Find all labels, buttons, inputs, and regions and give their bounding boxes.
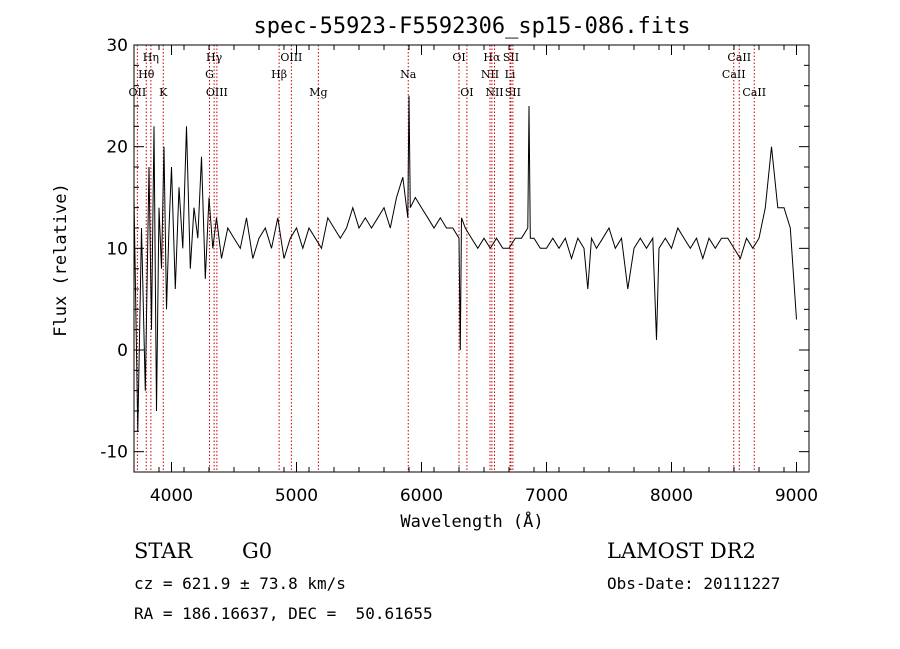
x-tick-label: 5000 [275, 486, 318, 506]
line-marker-label: Hη [143, 51, 159, 64]
line-marker-label: Mg [309, 86, 327, 99]
plot-frame [133, 44, 810, 473]
x-tick-label: 4000 [150, 486, 193, 506]
survey-name: LAMOST DR2 [607, 539, 756, 563]
observation-date: Obs-Date: 20111227 [607, 574, 781, 593]
y-tick-label: 30 [106, 36, 128, 56]
line-marker-label: NII [481, 68, 499, 81]
y-tick-label: 20 [106, 138, 128, 158]
line-marker-label: SII [503, 51, 519, 64]
y-tick-label: -10 [100, 443, 128, 463]
x-tick-label: 9000 [775, 486, 818, 506]
line-marker-label: CaII [742, 86, 766, 99]
y-axis-label: Flux (relative) [51, 183, 71, 337]
line-marker-label: Hα [483, 51, 501, 64]
line-marker-label: OII [129, 86, 147, 99]
x-tick-label: 8000 [650, 486, 693, 506]
line-marker-label: CaII [722, 68, 746, 81]
coordinates: RA = 186.16637, DEC = 50.61655 [134, 604, 433, 623]
line-marker-label: OI [460, 86, 473, 99]
line-marker-label: Hγ [206, 51, 223, 64]
redshift-velocity: cz = 621.9 ± 73.8 km/s [134, 574, 346, 593]
line-marker-label: OI [452, 51, 465, 64]
line-marker-label: K [159, 86, 168, 99]
x-tick-label: 6000 [400, 486, 443, 506]
line-marker-label: Hβ [271, 68, 287, 81]
line-marker-label: Na [400, 68, 417, 81]
line-marker-label: Li [505, 68, 516, 81]
x-tick-label: 7000 [525, 486, 568, 506]
axis-ticks: 4000 5000 6000 7000 8000 9000 -10 0 10 20 30 [100, 36, 818, 506]
x-axis-label: Wavelength (Å) [400, 510, 543, 532]
y-tick-label: 0 [117, 341, 128, 361]
line-marker-label: NII [485, 86, 503, 99]
chart-title: spec-55923-F5592306_sp15-086.fits [253, 14, 690, 39]
line-marker-label: SII [505, 86, 521, 99]
spectrum-line [133, 95, 797, 432]
line-marker-label: CaII [727, 51, 751, 64]
y-tick-label: 10 [106, 239, 128, 259]
line-marker-label: G [205, 68, 214, 81]
object-class: STAR [134, 539, 193, 563]
line-marker-label: Hθ [138, 68, 155, 81]
line-marker-label: OIII [206, 86, 228, 99]
line-marker-label: OIII [280, 51, 302, 64]
object-subclass: G0 [242, 539, 273, 563]
